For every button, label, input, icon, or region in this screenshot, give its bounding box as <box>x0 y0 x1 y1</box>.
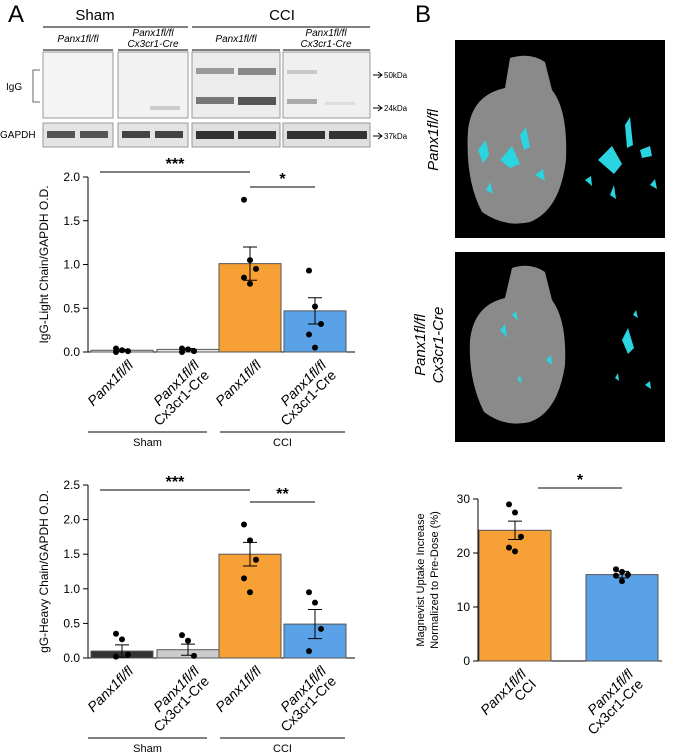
blot <box>42 51 371 148</box>
y-tick-label: 1.5 <box>63 547 80 561</box>
data-point <box>253 556 259 563</box>
data-point <box>247 280 253 287</box>
data-point <box>613 566 619 573</box>
data-point <box>179 632 185 639</box>
y-tick-label: 0.0 <box>63 651 80 665</box>
y-axis-label: Magnevist Uptake Increase <box>415 513 427 646</box>
group-label: Sham <box>133 743 162 754</box>
data-point <box>306 267 312 274</box>
data-point <box>318 321 324 327</box>
x-tick-label: Panx1fl/fl <box>84 356 137 409</box>
lane-label: Panx1fl/fl <box>215 34 257 45</box>
blot-row-label: GAPDH <box>0 130 36 141</box>
x-tick-label: Panx1fl/fl <box>212 356 265 409</box>
data-point <box>306 589 312 596</box>
data-point <box>185 637 191 644</box>
y-tick-label: 1.0 <box>63 258 80 272</box>
bar <box>585 574 659 662</box>
data-point <box>506 501 512 508</box>
data-point <box>247 589 253 596</box>
data-point <box>119 347 125 354</box>
data-point <box>512 509 518 516</box>
data-point <box>506 544 512 551</box>
significance-label: * <box>279 171 286 188</box>
data-point <box>619 578 625 585</box>
data-point <box>306 648 312 655</box>
image-row-label: Panx1fl/fl <box>412 313 429 375</box>
data-point <box>625 571 631 578</box>
y-tick-label: 1.0 <box>63 582 80 596</box>
data-point <box>518 533 524 540</box>
data-point <box>306 331 312 338</box>
y-tick-label: 2.0 <box>63 170 80 184</box>
group-label: Sham <box>133 437 162 449</box>
data-point <box>241 274 247 281</box>
data-point <box>318 625 324 632</box>
data-point <box>241 521 247 528</box>
error-bar <box>308 609 322 640</box>
data-point <box>312 599 318 606</box>
significance-label: * <box>577 472 584 489</box>
y-tick-label: 30 <box>457 492 471 506</box>
y-tick-label: 0 <box>463 654 470 668</box>
y-tick-label: 20 <box>457 546 471 560</box>
significance-label: *** <box>166 156 185 173</box>
y-tick-label: 0.5 <box>63 616 80 630</box>
image-row-label: Panx1fl/fl <box>425 108 442 170</box>
data-point <box>253 265 259 272</box>
blot-group: Sham <box>75 7 114 24</box>
group-label: CCI <box>273 437 292 449</box>
marker-label: 24kDa <box>384 104 408 113</box>
data-point <box>241 575 247 582</box>
x-tick-label: Panx1fl/fl <box>212 662 265 715</box>
error-bar <box>508 520 522 540</box>
data-point <box>312 303 318 310</box>
data-point <box>247 257 253 264</box>
significance-label: ** <box>276 486 289 503</box>
image-row-label: Cx3cr1-Cre <box>430 307 447 384</box>
y-tick-label: 2.5 <box>63 478 80 492</box>
data-point <box>113 653 119 660</box>
data-point <box>191 348 197 355</box>
data-point <box>312 344 318 351</box>
data-point <box>247 537 253 544</box>
marker-label: 37kDa <box>384 132 408 141</box>
panel-label: A <box>8 1 24 28</box>
y-axis-label: Normalized to Pre-Dose (%) <box>429 511 441 649</box>
y-tick-label: 0.0 <box>63 345 80 359</box>
lane-label: Panx1fl/fl <box>305 28 347 39</box>
mri-image <box>455 40 665 442</box>
data-point <box>512 548 518 555</box>
data-point <box>179 349 185 355</box>
data-point <box>619 568 625 575</box>
data-point <box>613 572 619 579</box>
data-point <box>125 651 131 658</box>
panel-label: B <box>415 1 431 28</box>
data-point <box>113 630 119 637</box>
data-point <box>191 652 197 659</box>
y-tick-label: 0.5 <box>63 301 80 315</box>
data-point <box>113 349 119 355</box>
y-axis-label: IgG-Light Chain/GAPDH O.D. <box>37 185 51 343</box>
blot-group: CCI <box>269 7 295 24</box>
data-point <box>241 196 247 203</box>
lane-label: Cx3cr1-Cre <box>127 39 179 50</box>
blot-row-label: IgG <box>6 82 22 93</box>
lane-label: Cx3cr1-Cre <box>300 39 352 50</box>
y-axis-label: gG-Heavy Chain/GAPDH O.D. <box>37 490 51 653</box>
y-tick-label: 2.0 <box>63 513 80 527</box>
bar <box>218 553 282 659</box>
y-tick-label: 1.5 <box>63 214 80 228</box>
lane-label: Panx1fl/fl <box>57 34 99 45</box>
x-tick-label: Panx1fl/fl <box>84 662 137 715</box>
lane-label: Panx1fl/fl <box>132 28 174 39</box>
y-tick-label: 10 <box>457 600 471 614</box>
data-point <box>125 348 131 355</box>
data-point <box>185 346 191 353</box>
data-point <box>119 636 125 643</box>
significance-label: *** <box>166 474 185 491</box>
group-label: CCI <box>273 743 292 754</box>
marker-label: 50kDa <box>384 71 408 80</box>
